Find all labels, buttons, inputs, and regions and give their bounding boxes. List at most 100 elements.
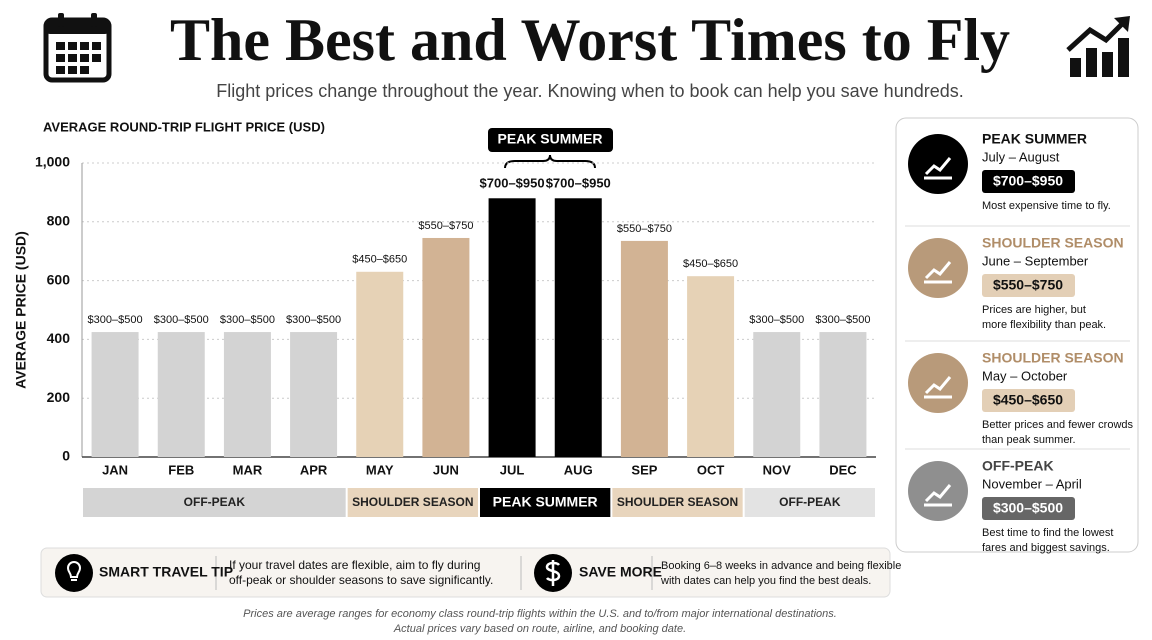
bar [422, 237, 470, 457]
season-band [83, 488, 346, 517]
bar [290, 332, 338, 457]
card-description: than peak summer. [982, 434, 1076, 446]
dollar-glyph [545, 560, 561, 586]
season-label: PEAK SUMMER [493, 494, 598, 510]
card-description: Most expensive time to fly. [982, 200, 1111, 212]
bar-annotation: $550–$750 [418, 220, 473, 232]
bar [753, 332, 801, 457]
y-tick-label: 400 [47, 330, 71, 346]
tip-text: with dates can help you find the best de… [660, 575, 871, 587]
bar [819, 332, 867, 457]
x-tick-label: SEP [631, 462, 657, 477]
bracket-label: PEAK SUMMER [497, 131, 602, 147]
price-pill [982, 497, 1075, 520]
x-tick-label: DEC [829, 462, 857, 477]
card-title: SHOULDER SEASON [982, 350, 1124, 366]
card-price: $450–$650 [993, 392, 1063, 408]
chart-title: AVERAGE ROUND-TRIP FLIGHT PRICE (USD) [43, 119, 325, 134]
page-title: The Best and Worst Times to Fly [170, 7, 1010, 73]
card-icon-glyph [924, 261, 952, 284]
price-pill [982, 170, 1075, 193]
season-band [612, 488, 743, 517]
card-icon [908, 353, 968, 413]
tip-text: Booking 6–8 weeks in advance and being f… [661, 560, 901, 572]
bar [91, 332, 139, 457]
price-pill [982, 274, 1075, 297]
season-label: SHOULDER SEASON [352, 495, 473, 509]
card-price: $550–$750 [993, 277, 1063, 293]
x-tick-label: JUN [433, 462, 459, 477]
bar [554, 198, 602, 457]
growth-icon [1066, 16, 1130, 77]
x-tick-label: JUL [500, 462, 525, 477]
bar-annotation: $700–$950 [480, 176, 545, 191]
season-band [744, 488, 875, 517]
bar-annotation: $300–$500 [749, 314, 804, 326]
card-icon-glyph [924, 157, 952, 180]
y-tick-label: 600 [47, 271, 71, 287]
x-tick-label: MAY [366, 462, 394, 477]
y-tick-label: 200 [47, 389, 71, 405]
card-icon-glyph [924, 376, 952, 399]
bar-annotation: $550–$750 [617, 223, 672, 235]
y-tick-label: 0 [62, 448, 70, 464]
bar-annotation: $300–$500 [815, 314, 870, 326]
bar-annotation: $700–$950 [546, 176, 611, 191]
card-title: PEAK SUMMER [982, 131, 1087, 147]
tip-text: If your travel dates are flexible, aim t… [229, 558, 480, 572]
x-tick-label: AUG [564, 462, 593, 477]
card-description: fares and biggest savings. [982, 542, 1110, 554]
bar-annotation: $450–$650 [352, 254, 407, 266]
card-period: July – August [982, 149, 1060, 164]
bar [687, 276, 735, 457]
footer-note: Prices are average ranges for economy cl… [243, 608, 837, 620]
x-tick-label: FEB [168, 462, 194, 477]
bulb-glyph [66, 561, 82, 581]
card-icon-glyph [924, 484, 952, 507]
bar-annotation: $300–$500 [220, 314, 275, 326]
tip-title: SAVE MORE [579, 564, 662, 580]
card-description: Best time to find the lowest [982, 527, 1113, 539]
season-label: OFF-PEAK [779, 495, 841, 509]
bar-annotation: $450–$650 [683, 258, 738, 270]
card-description: Prices are higher, but [982, 304, 1086, 316]
card-icon [908, 238, 968, 298]
season-label: SHOULDER SEASON [617, 495, 738, 509]
tips-box [40, 547, 891, 598]
card-period: June – September [982, 253, 1089, 268]
card-title: SHOULDER SEASON [982, 235, 1124, 251]
season-band [480, 488, 611, 517]
bar [488, 198, 536, 457]
bracket-box [488, 128, 613, 152]
tip-title: SMART TRAVEL TIP [99, 564, 233, 580]
x-tick-label: MAR [233, 462, 263, 477]
bulb-icon [55, 554, 93, 592]
card-period: May – October [982, 368, 1068, 383]
card-title: OFF-PEAK [982, 458, 1054, 474]
y-tick-label: 800 [47, 213, 71, 229]
x-tick-label: APR [300, 462, 328, 477]
card-description: more flexibility than peak. [982, 319, 1106, 331]
bar [356, 271, 404, 457]
card-icon [908, 134, 968, 194]
season-band [347, 488, 478, 517]
season-label: OFF-PEAK [184, 495, 246, 509]
x-tick-label: OCT [697, 462, 725, 477]
bar [223, 332, 271, 457]
card-price: $700–$950 [993, 173, 1063, 189]
bar-annotation: $300–$500 [286, 314, 341, 326]
bracket [504, 154, 596, 169]
y-axis-title: AVERAGE PRICE (USD) [13, 231, 29, 389]
card-price: $300–$500 [993, 500, 1063, 516]
x-tick-label: NOV [763, 462, 792, 477]
card-icon [908, 461, 968, 521]
card-description: Better prices and fewer crowds [982, 419, 1134, 431]
calendar-icon [43, 13, 112, 83]
tip-text: off-peak or shoulder seasons to save sig… [229, 573, 493, 587]
x-tick-label: JAN [102, 462, 128, 477]
footer-note: Actual prices vary based on route, airli… [393, 623, 686, 635]
card-period: November – April [982, 476, 1082, 491]
page-subtitle: Flight prices change throughout the year… [216, 81, 964, 101]
y-tick-label: 1,000 [35, 154, 70, 170]
